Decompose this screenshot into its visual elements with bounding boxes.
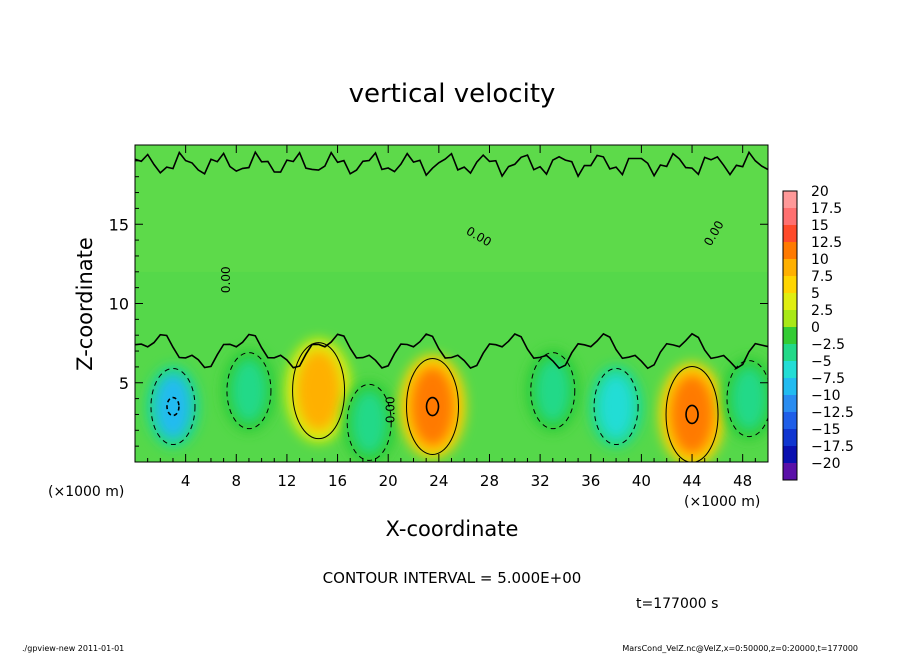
colorbar-swatch-1 <box>783 208 797 225</box>
colorbar-label-0: 20 <box>811 184 829 200</box>
contour-9 <box>726 360 768 438</box>
colorbar-swatch-3 <box>783 242 797 259</box>
time-text: t=177000 s <box>636 596 718 612</box>
colorbar-swatch-2 <box>783 225 797 242</box>
x-tick-label-32: 32 <box>531 472 550 490</box>
colorbar-label-13: −12.5 <box>811 405 854 421</box>
chart-title: vertical velocity <box>349 79 556 109</box>
field-region-9 <box>731 366 768 431</box>
colorbar-swatch-9 <box>783 344 797 361</box>
y-axis-label: Z-coordinate <box>73 237 97 371</box>
upper-layer-shade <box>135 145 768 272</box>
contour-4 <box>346 383 392 461</box>
colorbar-label-4: 10 <box>811 252 829 268</box>
contour-1 <box>150 368 196 446</box>
colorbar-label-2: 15 <box>811 218 829 234</box>
field-region-2 <box>230 358 267 423</box>
colorbar-label-10: −5 <box>811 354 832 370</box>
colorbar-swatch-5 <box>783 276 797 293</box>
x-tick-label-24: 24 <box>429 472 448 490</box>
colorbar-swatch-14 <box>783 429 797 446</box>
contour-label-2: 0.00 <box>384 396 398 423</box>
contour-8-inner <box>685 404 699 425</box>
field-region-6 <box>534 358 571 423</box>
colorbar-frame <box>782 190 798 481</box>
colorbar-swatch-10 <box>783 361 797 378</box>
colorbar-swatch-16 <box>783 463 797 480</box>
contour-interval-text: CONTOUR INTERVAL = 5.000E+00 <box>323 569 582 587</box>
colorbar-label-15: −17.5 <box>811 439 854 455</box>
x-tick-label-28: 28 <box>480 472 499 490</box>
contour-7 <box>593 368 639 446</box>
x-tick-label-20: 20 <box>379 472 398 490</box>
field-region-8 <box>670 374 715 455</box>
colorbar: 2017.51512.5107.552.50−2.5−5−7.5−10−12.5… <box>782 184 854 481</box>
zero-contour-top <box>135 150 768 178</box>
x-unit-label-left: (×1000 m) <box>48 484 124 500</box>
field-region-4 <box>351 390 388 455</box>
colorbar-swatch-13 <box>783 412 797 429</box>
colorbar-swatch-6 <box>783 293 797 310</box>
x-axis-label: X-coordinate <box>386 517 519 541</box>
colorbar-swatch-15 <box>783 446 797 463</box>
x-tick-label-8: 8 <box>232 472 242 490</box>
y-tick-label-10: 10 <box>109 295 129 314</box>
contour-lines <box>135 150 768 462</box>
colorbar-label-6: 5 <box>811 286 820 302</box>
colorbar-label-1: 17.5 <box>811 201 842 217</box>
field-region-3 <box>296 350 341 431</box>
colorbar-swatch-11 <box>783 378 797 395</box>
colorbar-swatch-4 <box>783 259 797 276</box>
x-tick-label-12: 12 <box>277 472 296 490</box>
colorbar-swatch-0 <box>783 191 797 208</box>
colorbar-swatch-12 <box>783 395 797 412</box>
x-tick-label-36: 36 <box>581 472 600 490</box>
colorbar-label-11: −7.5 <box>811 371 845 387</box>
contour-6 <box>530 352 576 430</box>
colorbar-label-7: 2.5 <box>811 303 833 319</box>
y-axis: 5 10 15 <box>109 160 768 447</box>
x-axis: 4 8 12 16 20 24 28 32 36 40 44 48 <box>147 145 756 490</box>
colorbar-label-14: −15 <box>811 422 841 438</box>
colorbar-label-9: −2.5 <box>811 337 845 353</box>
colorbar-label-5: 7.5 <box>811 269 833 285</box>
x-tick-label-44: 44 <box>682 472 701 490</box>
contour-1-inner <box>166 396 180 417</box>
contour-2 <box>226 352 272 430</box>
colorbar-label-8: 0 <box>811 320 820 336</box>
contour-label-1: 0.00 <box>219 266 233 293</box>
colorbar-label-3: 12.5 <box>811 235 842 251</box>
zero-contour-mid <box>135 332 768 370</box>
y-tick-label-5: 5 <box>119 374 129 393</box>
field-region-5 <box>410 366 455 447</box>
colorbar-swatch-8 <box>783 327 797 344</box>
x-unit-label-right: (×1000 m) <box>684 494 760 510</box>
x-tick-label-40: 40 <box>632 472 651 490</box>
colorbar-label-16: −20 <box>811 456 841 472</box>
contour-5 <box>406 358 460 456</box>
contour-5-inner <box>425 396 440 417</box>
field-region-7 <box>598 374 635 439</box>
contour-8 <box>665 365 719 462</box>
field-region-1 <box>154 374 191 439</box>
x-tick-label-48: 48 <box>733 472 752 490</box>
y-tick-label-15: 15 <box>109 215 129 234</box>
colorbar-label-12: −10 <box>811 388 841 404</box>
contour-3 <box>292 342 346 440</box>
plot-area: 0.000.000.00 0.00 <box>134 144 769 463</box>
x-tick-label-16: 16 <box>328 472 347 490</box>
footer-left: ./gpview-new 2011-01-01 <box>22 644 124 653</box>
colorbar-swatch-7 <box>783 310 797 327</box>
footer-right: MarsCond_VelZ.nc@VelZ,x=0:50000,z=0:2000… <box>622 644 858 653</box>
x-tick-label-4: 4 <box>181 472 191 490</box>
